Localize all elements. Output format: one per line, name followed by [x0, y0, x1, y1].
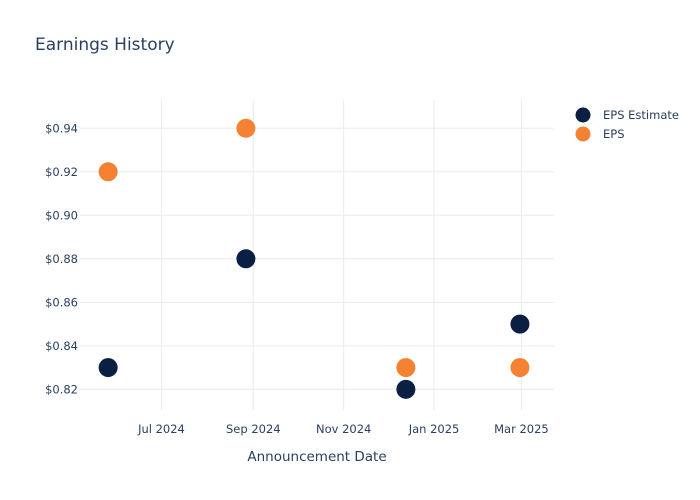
- x-tick-label: Nov 2024: [316, 422, 371, 436]
- x-tick-label: Jan 2025: [408, 422, 460, 436]
- eps-estimate-point[interactable]: [98, 358, 118, 378]
- y-axis-ticks: $0.82 $0.84 $0.86 $0.88 $0.90 $0.92 $0.94: [45, 121, 78, 396]
- eps-point[interactable]: [236, 118, 256, 138]
- legend: EPS Estimate EPS: [575, 107, 679, 142]
- legend-marker-eps-estimate[interactable]: [575, 107, 591, 123]
- eps-point[interactable]: [98, 162, 118, 182]
- x-axis-title: Announcement Date: [247, 449, 386, 465]
- y-tick-label: $0.84: [45, 339, 78, 353]
- x-tick-label: Jul 2024: [137, 422, 185, 436]
- legend-marker-eps[interactable]: [575, 126, 591, 142]
- y-tick-label: $0.90: [45, 208, 78, 222]
- eps-point[interactable]: [510, 358, 530, 378]
- eps-estimate-point[interactable]: [236, 249, 256, 269]
- x-tick-label: Sep 2024: [226, 422, 281, 436]
- legend-label-eps[interactable]: EPS: [603, 127, 625, 141]
- y-tick-label: $0.92: [45, 165, 78, 179]
- y-tick-label: $0.82: [45, 382, 78, 396]
- eps-estimate-point[interactable]: [510, 314, 530, 334]
- x-tick-label: Mar 2025: [494, 422, 549, 436]
- eps-point[interactable]: [396, 358, 416, 378]
- y-tick-label: $0.88: [45, 252, 78, 266]
- legend-label-eps-estimate[interactable]: EPS Estimate: [603, 108, 679, 122]
- y-tick-label: $0.86: [45, 295, 78, 309]
- eps-estimate-point[interactable]: [396, 379, 416, 399]
- y-tick-label: $0.94: [45, 121, 78, 135]
- chart-title: Earnings History: [35, 35, 175, 55]
- data-points: [98, 118, 530, 399]
- y-gridlines: [80, 127, 554, 390]
- x-axis-ticks: Jul 2024 Sep 2024 Nov 2024 Jan 2025 Mar 2025: [137, 422, 549, 436]
